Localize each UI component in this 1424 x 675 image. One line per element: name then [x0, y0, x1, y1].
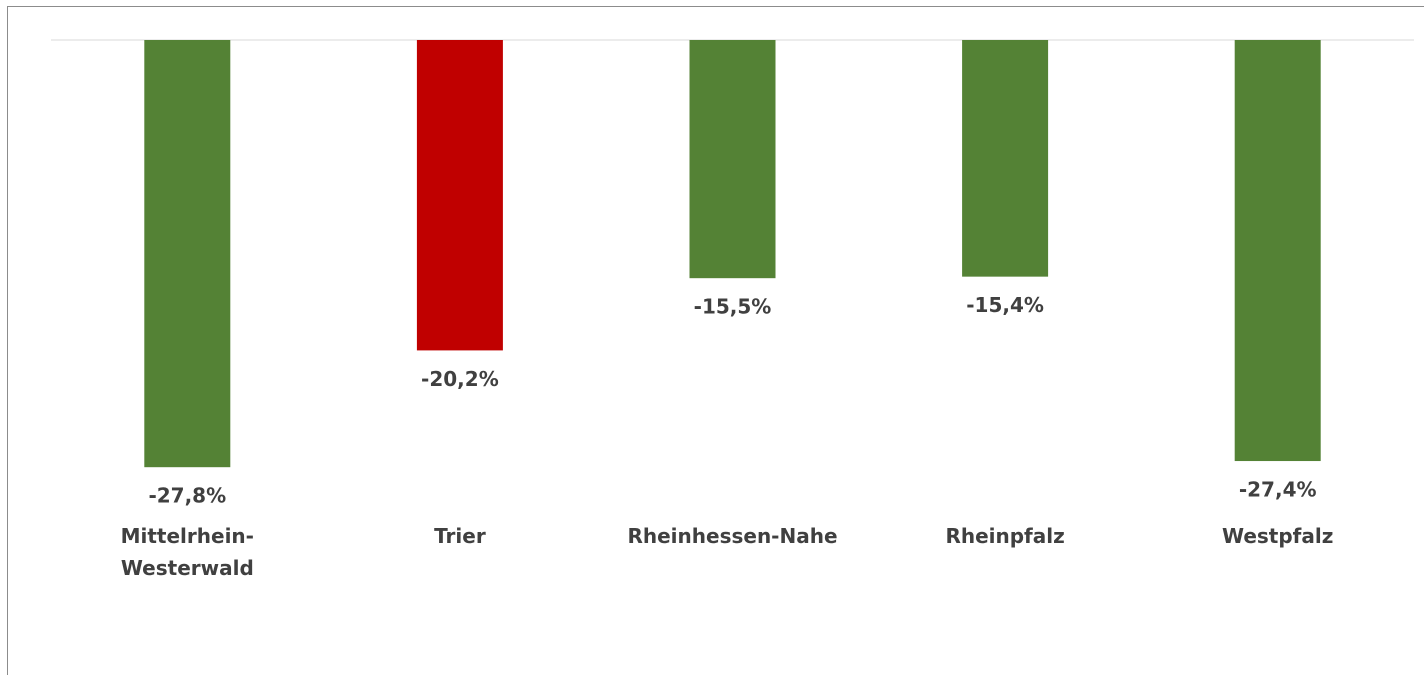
value-label: -20,2% [421, 367, 499, 391]
x-tick-label: Rheinhessen-Nahe [627, 524, 838, 548]
value-label: -27,8% [148, 484, 226, 508]
x-tick-label: Westpfalz [1221, 524, 1334, 548]
value-label: -15,4% [966, 293, 1044, 317]
x-tick-label: Mittelrhein-Westerwald [120, 524, 254, 580]
bar [689, 40, 776, 279]
bar [1234, 40, 1321, 462]
bar [144, 40, 231, 468]
chart-frame [7, 6, 1424, 675]
bar [416, 40, 503, 351]
x-tick-label: Trier [434, 524, 486, 548]
value-label: -15,5% [694, 295, 772, 319]
value-label: -27,4% [1239, 478, 1317, 502]
x-tick-label: Rheinpfalz [945, 524, 1065, 548]
bar [962, 40, 1049, 277]
